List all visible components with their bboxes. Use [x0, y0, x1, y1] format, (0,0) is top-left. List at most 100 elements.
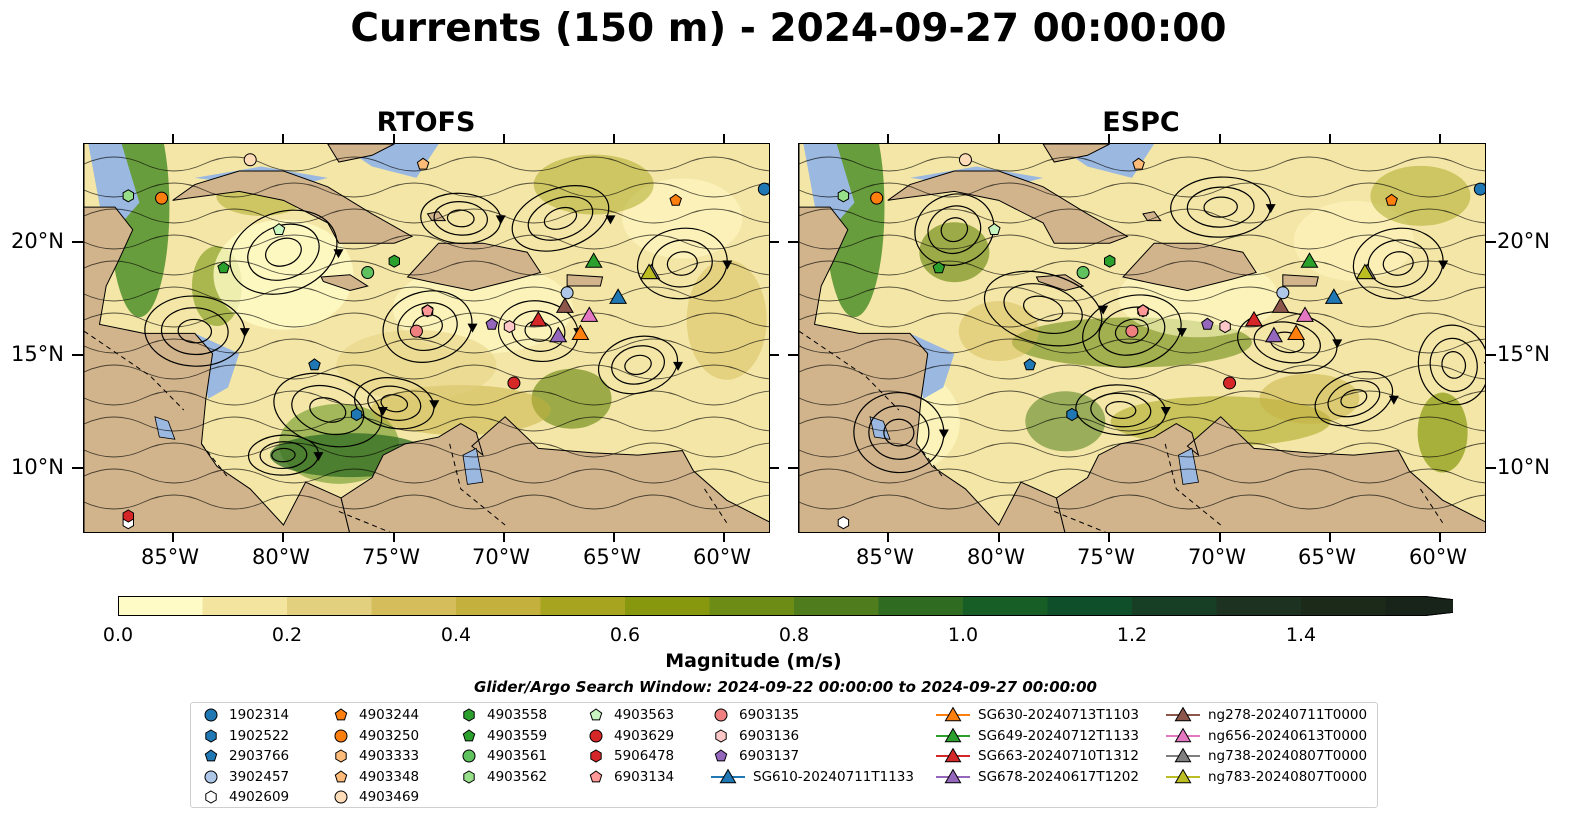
legend-marker — [462, 728, 476, 741]
axis-ticks — [72, 134, 1496, 542]
streamline — [84, 442, 769, 458]
panel-title-rtofs: RTOFS — [376, 107, 476, 138]
streamline — [1082, 294, 1182, 368]
marker-ng278-20240711t0000 — [1271, 297, 1290, 313]
legend-marker — [204, 770, 218, 783]
legend-marker-hexagon — [463, 708, 475, 722]
legend-label: 4903629 — [614, 727, 675, 744]
colorbar-segment — [963, 596, 1049, 616]
shallow-water — [88, 144, 140, 241]
lat-tick-label: 10°N — [1497, 455, 1550, 479]
land — [1122, 242, 1257, 292]
speed-shading — [1259, 373, 1360, 424]
marker-6903137 — [485, 317, 499, 330]
legend-marker-triangle — [936, 768, 970, 783]
lon-tick-label: 75°W — [362, 545, 420, 569]
legend-label: 4903561 — [487, 748, 548, 764]
legend-item: 1902314 — [201, 705, 289, 725]
streamline — [799, 208, 1485, 224]
marker-4903562 — [837, 189, 850, 203]
colorbar-segment — [794, 596, 880, 616]
streamline — [624, 354, 652, 376]
country-border — [338, 510, 391, 532]
legend-label: 4903469 — [359, 789, 420, 805]
legend-marker-pentagon — [589, 769, 603, 782]
stream-arrow — [313, 452, 324, 462]
marker-1902314 — [1473, 182, 1485, 196]
streamline — [271, 447, 296, 463]
legend-marker-circle — [334, 729, 348, 742]
legend-item: SG649-20240712T1133 — [936, 726, 1139, 746]
country-border — [704, 488, 728, 524]
streamline — [983, 270, 1103, 347]
marker-4903244 — [1385, 193, 1398, 206]
streamline — [543, 206, 578, 230]
streamline — [265, 237, 302, 267]
legend-label: ng656-20240613T0000 — [1208, 727, 1368, 744]
lon-tick-label: 60°W — [1409, 545, 1467, 569]
legend-item: SG610-20240711T1133 — [711, 767, 914, 787]
legend-label: 4903562 — [487, 768, 548, 785]
streamline — [883, 418, 915, 447]
legend-marker-hexagon — [205, 790, 217, 804]
colorbar-segment — [118, 596, 204, 616]
colorbar — [118, 596, 1511, 620]
speed-shading — [392, 263, 573, 354]
streamline — [84, 312, 769, 328]
marker-6903136 — [1219, 320, 1231, 334]
streamline — [84, 364, 769, 380]
legend-label: 4903558 — [487, 707, 548, 723]
streamline — [84, 416, 769, 432]
streamline — [799, 338, 1485, 354]
legend-marker — [334, 769, 348, 782]
lon-tick-label: 65°W — [1298, 545, 1356, 569]
legend-marker — [334, 708, 348, 721]
legend-marker — [1174, 706, 1192, 722]
map-panel-rtofs — [83, 143, 770, 533]
streamline — [1003, 283, 1083, 334]
stream-arrow — [467, 323, 478, 333]
marker-5906478 — [122, 509, 134, 523]
colorbar-segment — [456, 596, 542, 616]
colorbar-segment — [202, 596, 288, 616]
marker-4903563 — [272, 223, 286, 235]
land — [172, 170, 414, 244]
streamline — [1098, 306, 1166, 356]
lake — [1178, 447, 1199, 485]
streamline — [868, 405, 930, 460]
streamline — [1417, 324, 1485, 406]
legend-marker-triangle — [936, 727, 970, 742]
legend-marker — [944, 727, 962, 742]
legend-label: 2903766 — [229, 748, 290, 764]
legend-marker — [1174, 768, 1192, 783]
speed-shading — [686, 259, 767, 380]
colorbar-extend-arrow — [1385, 596, 1511, 616]
speed-shading — [1417, 392, 1468, 473]
legend-item: 4903559 — [459, 726, 547, 746]
legend-item: ng783-20240807T0000 — [1166, 767, 1367, 787]
streamline — [397, 302, 458, 351]
marker-1902522 — [350, 407, 363, 422]
marker-6903134 — [1136, 304, 1150, 317]
marker-4903561 — [1076, 265, 1090, 279]
streamline — [511, 185, 610, 252]
figure-title: Currents (150 m) - 2024-09-27 00:00:00 — [350, 6, 1227, 51]
legend-item: 5906478 — [586, 746, 674, 766]
marker-2903766 — [1023, 358, 1037, 371]
marker-6903137 — [1201, 317, 1214, 330]
colorbar-tick-label: 0.6 — [609, 624, 641, 646]
speed-shading — [531, 368, 612, 429]
marker-3902457 — [1276, 286, 1290, 300]
streamline — [799, 442, 1485, 458]
land — [1142, 211, 1162, 222]
stream-arrow — [1160, 407, 1171, 417]
colorbar-tick-label: 1.2 — [1116, 624, 1148, 646]
legend-marker-circle — [334, 790, 348, 804]
legend-marker-hexagon — [335, 749, 347, 763]
streamline — [636, 227, 728, 300]
legend-marker — [714, 749, 728, 762]
stream-arrow — [239, 328, 250, 338]
legend-marker-hexagon — [463, 769, 475, 784]
streamline — [1340, 389, 1368, 409]
stream-arrow — [495, 215, 506, 225]
